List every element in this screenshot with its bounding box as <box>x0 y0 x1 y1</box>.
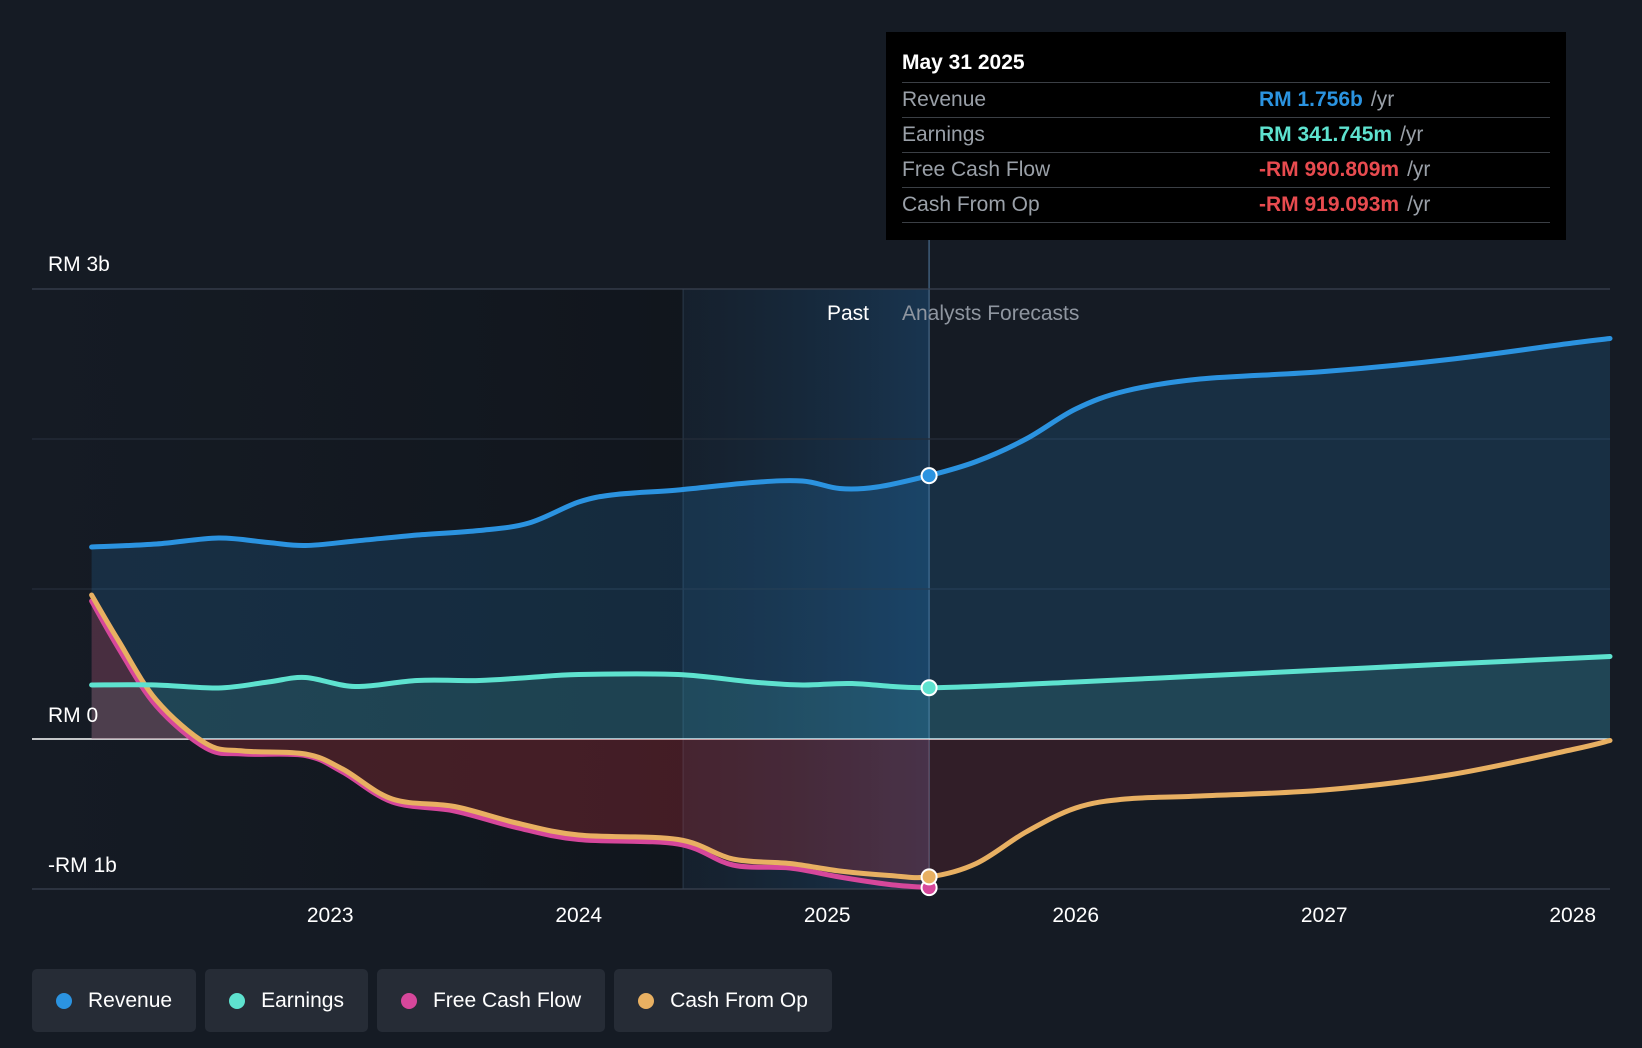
legend: Revenue Earnings Free Cash Flow Cash Fro… <box>32 969 832 1032</box>
tooltip-row-revenue: Revenue RM 1.756b /yr <box>902 83 1550 118</box>
forecast-label: Analysts Forecasts <box>902 302 1079 325</box>
tooltip-row-earnings: Earnings RM 341.745m /yr <box>902 118 1550 153</box>
legend-label: Revenue <box>88 988 173 1012</box>
y-label-top: RM 3b <box>48 253 110 276</box>
tooltip-label: Free Cash Flow <box>902 158 1051 181</box>
legend-item-earnings[interactable]: Earnings <box>205 969 368 1032</box>
tooltip-value: RM 341.745m <box>1259 123 1393 146</box>
legend-label: Earnings <box>261 988 344 1012</box>
earnings-dot-icon <box>229 992 246 1009</box>
tooltip-value: RM 1.756b <box>1259 88 1363 111</box>
x-tick-label: 2025 <box>804 904 851 927</box>
x-tick-label: 2024 <box>555 904 602 927</box>
revenue-area <box>91 338 1611 739</box>
earnings-line <box>89 654 1613 691</box>
fcf-dot-icon <box>400 992 417 1009</box>
tooltip-label: Earnings <box>902 123 985 146</box>
tooltip-label: Revenue <box>902 88 987 111</box>
cfo-line <box>89 592 1613 881</box>
legend-label: Free Cash Flow <box>432 988 582 1012</box>
tooltip-label: Cash From Op <box>902 193 1040 216</box>
tooltip-value: -RM 919.093m <box>1259 193 1400 216</box>
x-tick-label: 2028 <box>1549 904 1596 927</box>
tooltip-unit: /yr <box>1407 193 1431 216</box>
tooltip-date: May 31 2025 <box>902 46 1550 83</box>
legend-item-fcf[interactable]: Free Cash Flow <box>376 969 606 1032</box>
past-label: Past <box>827 302 869 325</box>
cfo-dot-icon <box>638 992 655 1009</box>
cfo-marker <box>920 868 938 886</box>
tooltip: May 31 2025 Revenue RM 1.756b /yr Earnin… <box>886 32 1566 240</box>
y-label-bottom: -RM 1b <box>48 854 117 877</box>
revenue-line <box>89 336 1613 550</box>
legend-label: Cash From Op <box>670 988 808 1012</box>
fcf-line <box>89 598 932 891</box>
tooltip-unit: /yr <box>1400 123 1424 146</box>
tooltip-unit: /yr <box>1407 158 1431 181</box>
tooltip-row-fcf: Free Cash Flow -RM 990.809m /yr <box>902 153 1550 188</box>
fcf-area <box>91 601 930 888</box>
tooltip-value: -RM 990.809m <box>1259 158 1400 181</box>
x-tick-label: 2027 <box>1301 904 1348 927</box>
y-label-zero: RM 0 <box>48 704 98 727</box>
legend-item-cfo[interactable]: Cash From Op <box>614 969 832 1032</box>
revenue-dot-icon <box>56 992 72 1009</box>
tooltip-unit: /yr <box>1370 88 1395 111</box>
revenue-marker <box>920 467 938 485</box>
tooltip-row-cfo: Cash From Op -RM 919.093m /yr <box>902 188 1550 223</box>
earnings-area <box>91 656 1611 739</box>
earnings-marker <box>920 679 938 697</box>
x-tick-label: 2023 <box>307 904 354 927</box>
x-tick-label: 2026 <box>1052 904 1099 927</box>
legend-item-revenue[interactable]: Revenue <box>32 969 197 1032</box>
cfo-area <box>91 595 1611 878</box>
